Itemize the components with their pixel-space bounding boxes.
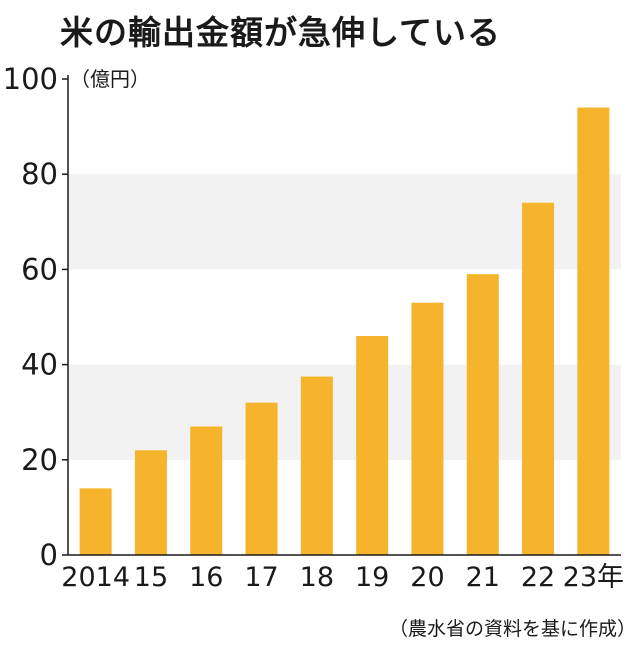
y-tick-label: 80 xyxy=(21,157,58,191)
bar-17 xyxy=(245,402,278,555)
y-tick-label: 40 xyxy=(21,348,58,382)
x-tick-label-15: 15 xyxy=(134,562,168,593)
x-tick-label-23年: 23年 xyxy=(563,562,624,593)
bar-2014 xyxy=(79,488,112,555)
source-note: （農水省の資料を基に作成） xyxy=(388,618,636,640)
bar-19 xyxy=(356,336,389,555)
y-tick-label: 20 xyxy=(21,443,58,477)
x-tick-label-19: 19 xyxy=(355,562,389,593)
x-tick-label-2014: 2014 xyxy=(61,562,130,593)
bar-16 xyxy=(190,426,223,555)
x-tick-label-21: 21 xyxy=(466,562,500,593)
x-tick-label-17: 17 xyxy=(244,562,278,593)
bar-22 xyxy=(522,202,555,555)
bar-18 xyxy=(300,376,333,555)
y-tick-label: 60 xyxy=(21,252,58,286)
x-tick-label-22: 22 xyxy=(521,562,555,593)
bar-15 xyxy=(134,450,167,555)
x-axis-ticks: 2014 15 16 17 18 19 20 21 22 23年 xyxy=(61,562,624,593)
y-tick-label: 0 xyxy=(40,538,58,572)
x-tick-label-16: 16 xyxy=(189,562,223,593)
bar-23年 xyxy=(577,107,610,555)
y-axis-ticks: 0 20 40 60 80 100 xyxy=(3,62,68,572)
y-tick-label: 100 xyxy=(3,62,58,96)
chart-title: 米の輸出金額が急伸している xyxy=(60,13,502,52)
x-tick-label-20: 20 xyxy=(410,562,444,593)
bars xyxy=(79,107,610,555)
bar-20 xyxy=(411,302,444,555)
y-axis-unit-label: （億円） xyxy=(70,67,150,91)
x-tick-label-18: 18 xyxy=(300,562,334,593)
bar-21 xyxy=(466,274,499,555)
